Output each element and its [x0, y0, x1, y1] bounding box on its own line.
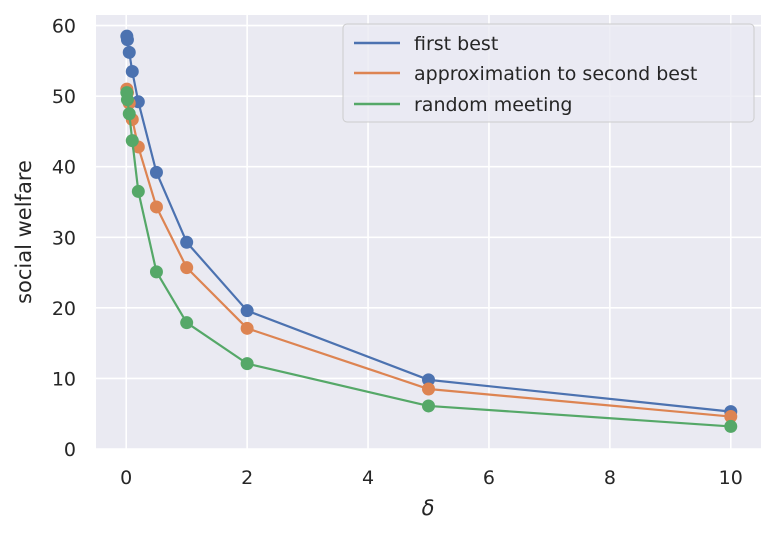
data-point-approximation-to-second-best [724, 410, 738, 424]
y-tick-label: 50 [52, 86, 76, 108]
data-point-first-best [120, 33, 134, 47]
data-point-random-meeting [240, 357, 254, 371]
series-first-best [120, 29, 738, 419]
legend: first best approximation to second best … [342, 23, 755, 123]
legend-label-first-best: first best [414, 33, 498, 55]
tick-labels: 0 2 4 6 8 10 0 10 20 30 40 50 60 [52, 16, 743, 489]
y-tick-label: 0 [64, 439, 76, 461]
data-point-random-meeting [125, 134, 139, 148]
x-axis-label: δ [422, 496, 435, 520]
data-point-random-meeting [131, 184, 145, 198]
x-tick-label: 0 [120, 467, 132, 489]
x-tick-label: 6 [483, 467, 495, 489]
data-point-first-best [149, 165, 163, 179]
data-point-random-meeting [180, 316, 194, 330]
x-tick-label: 10 [719, 467, 743, 489]
y-tick-label: 10 [52, 368, 76, 390]
x-tick-label: 4 [362, 467, 374, 489]
y-axis-label: social welfare [12, 160, 36, 304]
data-point-random-meeting [149, 265, 163, 279]
data-point-approximation-to-second-best [240, 321, 254, 335]
data-point-first-best [240, 304, 254, 318]
series-line-random-meeting [125, 92, 731, 428]
data-point-first-best [422, 373, 435, 387]
legend-label-random-meeting: random meeting [414, 94, 572, 116]
data-point-random-meeting [422, 399, 435, 413]
y-tick-label: 20 [52, 298, 76, 320]
y-tick-label: 60 [52, 16, 76, 38]
data-point-approximation-to-second-best [180, 261, 194, 275]
data-point-first-best [180, 235, 194, 249]
y-tick-label: 30 [52, 227, 76, 249]
y-tick-label: 40 [52, 157, 76, 179]
x-tick-label: 2 [241, 467, 253, 489]
data-point-approximation-to-second-best [149, 200, 163, 214]
data-point-random-meeting [724, 419, 738, 433]
series-layer [120, 29, 738, 433]
data-point-random-meeting [122, 107, 136, 121]
series-random-meeting [120, 86, 738, 433]
data-point-first-best [125, 64, 139, 78]
data-point-approximation-to-second-best [422, 382, 435, 396]
legend-box [342, 23, 755, 123]
data-point-random-meeting [120, 93, 134, 107]
legend-label-approximation-to-second-best: approximation to second best [414, 63, 697, 85]
data-point-first-best [122, 45, 136, 59]
x-tick-label: 8 [604, 467, 616, 489]
